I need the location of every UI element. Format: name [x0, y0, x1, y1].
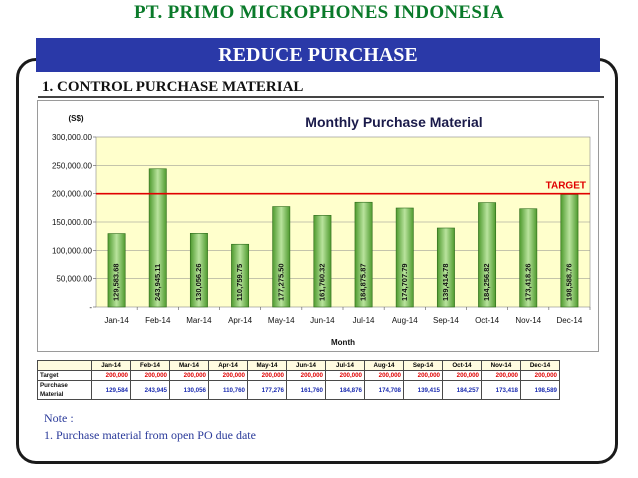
- x-tick-label: Feb-14: [145, 316, 171, 325]
- table-corner: [37, 360, 92, 371]
- x-tick-label: May-14: [268, 316, 295, 325]
- chart-container: Monthly Purchase Material (S$) - 50,000.00 1…: [37, 100, 599, 352]
- table-cell-target: 200,000: [403, 370, 443, 381]
- table-cell-target: 200,000: [364, 370, 404, 381]
- table-cell-target: 200,000: [91, 370, 131, 381]
- bar-data-label: 129,583.68: [112, 263, 121, 301]
- y-tick-label: 250,000.00: [52, 161, 93, 170]
- x-tick-label: Aug-14: [392, 316, 418, 325]
- table-col-header: Nov-14: [481, 360, 521, 371]
- bar-data-label: 184,875.87: [359, 263, 368, 301]
- bar: [313, 215, 332, 308]
- table-col-header: Feb-14: [130, 360, 170, 371]
- bar: [436, 227, 455, 308]
- table-cell-purchase: 174,708: [364, 380, 404, 400]
- table-col-header: Dec-14: [520, 360, 560, 371]
- y-tick-label: 300,000.00: [52, 133, 93, 142]
- note-line: 1. Purchase material from open PO due da…: [44, 428, 256, 442]
- bar-data-label: 174,707.79: [400, 263, 409, 301]
- note-block: Note : 1. Purchase material from open PO…: [44, 410, 256, 444]
- table-cell-target: 200,000: [169, 370, 209, 381]
- bar: [272, 206, 291, 308]
- y-tick-label: 150,000.00: [52, 218, 93, 227]
- table-cell-purchase: 173,418: [481, 380, 521, 400]
- y-tick-label: 200,000.00: [52, 190, 93, 199]
- x-tick-label: Oct-14: [475, 316, 500, 325]
- bar-data-label: 173,418.26: [523, 263, 532, 301]
- table-cell-target: 200,000: [442, 370, 482, 381]
- table-col-header: Jul-14: [325, 360, 365, 371]
- table-cell-target: 200,000: [481, 370, 521, 381]
- bar-data-label: 243,945.11: [153, 264, 162, 301]
- table-cell-purchase: 110,760: [208, 380, 248, 400]
- table-cell-target: 200,000: [247, 370, 287, 381]
- table-cell-target: 200,000: [208, 370, 248, 381]
- table-col-header: Aug-14: [364, 360, 404, 371]
- table-col-header: May-14: [247, 360, 287, 371]
- bar-data-label: 161,760.32: [317, 263, 326, 301]
- x-tick-label: Mar-14: [186, 316, 212, 325]
- x-tick-label: Sep-14: [433, 316, 459, 325]
- table-cell-target: 200,000: [325, 370, 365, 381]
- bar: [231, 243, 250, 308]
- table-cell-purchase: 198,589: [520, 380, 560, 400]
- table-cell-purchase: 243,945: [130, 380, 170, 400]
- x-tick-label: Dec-14: [557, 316, 583, 325]
- x-tick-label: Apr-14: [228, 316, 253, 325]
- table-cell-purchase: 161,760: [286, 380, 326, 400]
- y-tick-label: 100,000.00: [52, 246, 93, 255]
- bar: [478, 202, 497, 308]
- bar-data-label: 177,275.50: [276, 263, 285, 301]
- bar: [107, 233, 126, 308]
- chart-title: Monthly Purchase Material: [305, 114, 482, 130]
- bar-data-label: 110,759.75: [235, 264, 244, 301]
- x-tick-label: Nov-14: [515, 316, 541, 325]
- bar: [519, 208, 538, 308]
- y-axis-label: (S$): [68, 114, 83, 123]
- table-cell-purchase: 129,584: [91, 380, 131, 400]
- bar: [354, 201, 373, 308]
- table-cell-purchase: 184,257: [442, 380, 482, 400]
- table-header-row: Jan-14 Feb-14 Mar-14 Apr-14 May-14 Jun-14 Jul-…: [37, 360, 560, 371]
- table-cell-purchase: 139,415: [403, 380, 443, 400]
- x-tick-label: Jul-14: [353, 316, 375, 325]
- bar-data-label: 184,256.82: [482, 263, 491, 301]
- table-row-label: Target: [37, 370, 92, 381]
- section-heading: 1. CONTROL PURCHASE MATERIAL: [42, 79, 304, 95]
- y-tick-label: 50,000.00: [56, 275, 92, 284]
- table-col-header: Jun-14: [286, 360, 326, 371]
- bar: [395, 207, 414, 308]
- bar: [189, 233, 208, 308]
- table-col-header: Oct-14: [442, 360, 482, 371]
- bar: [148, 168, 167, 308]
- table-cell-target: 200,000: [286, 370, 326, 381]
- note-heading: Note :: [44, 411, 74, 425]
- data-table: Jan-14 Feb-14 Mar-14 Apr-14 May-14 Jun-14 Jul-…: [37, 360, 560, 400]
- table-cell-purchase: 184,876: [325, 380, 365, 400]
- table-row-purchase: Purchase Material 129,584 243,945 130,056 1…: [37, 380, 560, 400]
- section-underline: [38, 96, 604, 98]
- table-cell-purchase: 130,056: [169, 380, 209, 400]
- table-col-header: Jan-14: [91, 360, 131, 371]
- bar-chart: Monthly Purchase Material (S$) - 50,000.00 1…: [52, 114, 591, 347]
- bar-data-label: 139,414.78: [441, 263, 450, 301]
- table-cell-target: 200,000: [520, 370, 560, 381]
- table-col-header: Mar-14: [169, 360, 209, 371]
- banner-title: REDUCE PURCHASE: [36, 38, 600, 72]
- y-tick-label: -: [89, 303, 92, 312]
- table-col-header: Sep-14: [403, 360, 443, 371]
- bar-data-label: 198,588.76: [564, 263, 573, 301]
- table-cell-purchase: 177,276: [247, 380, 287, 400]
- bar-data-label: 130,056.26: [194, 263, 203, 301]
- x-tick-label: Jan-14: [104, 316, 129, 325]
- x-axis-label: Month: [331, 338, 355, 347]
- table-cell-target: 200,000: [130, 370, 170, 381]
- table-row-label: Purchase Material: [37, 380, 92, 400]
- company-name: PT. PRIMO MICROPHONES INDONESIA: [134, 2, 504, 23]
- target-label: TARGET: [546, 181, 586, 192]
- table-col-header: Apr-14: [208, 360, 248, 371]
- table-row-target: Target 200,000 200,000 200,000 200,000 200,0…: [37, 370, 560, 381]
- x-tick-label: Jun-14: [310, 316, 335, 325]
